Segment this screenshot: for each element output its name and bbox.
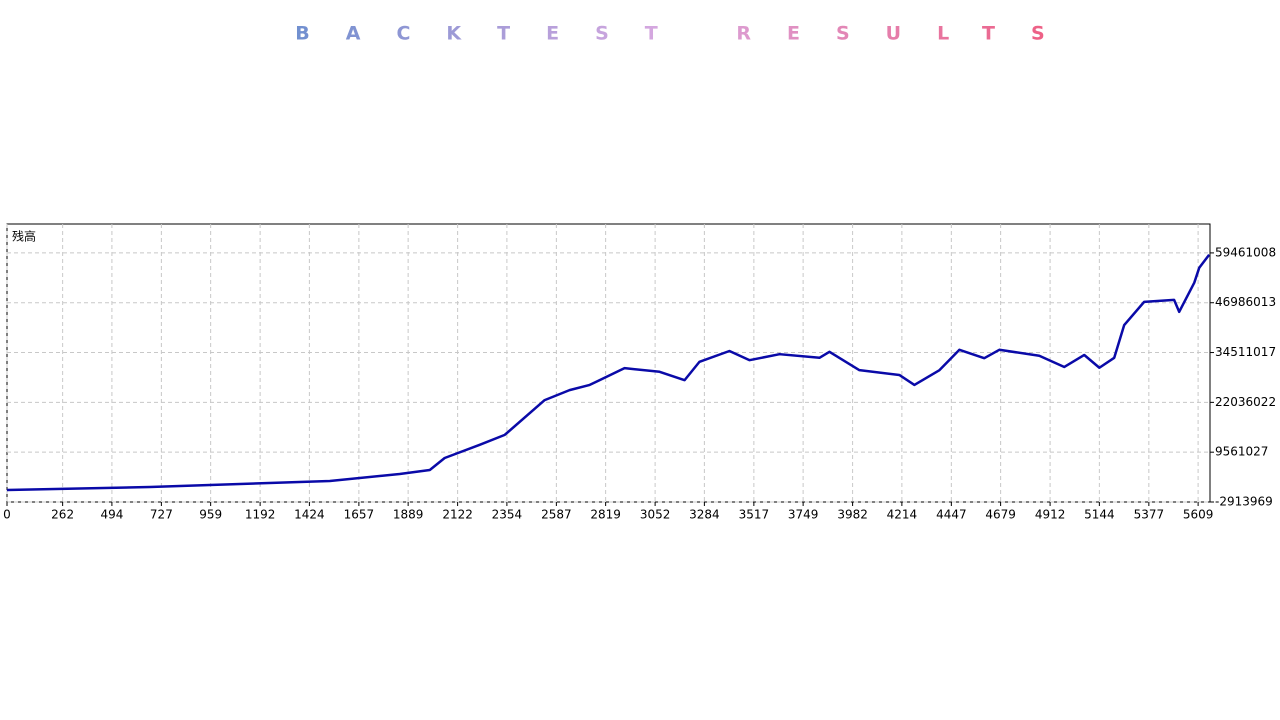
y-tick-label: 9561027 <box>1215 445 1268 459</box>
x-tick-label: 4679 <box>985 508 1016 522</box>
x-tick-label: 1192 <box>245 508 276 522</box>
y-tick-label: 22036022 <box>1215 395 1276 409</box>
x-tick-label: 2587 <box>541 508 572 522</box>
x-tick-label: 0 <box>3 508 11 522</box>
y-tick-label: 59461008 <box>1215 245 1276 259</box>
x-tick-label: 4447 <box>936 508 967 522</box>
x-tick-label: 5609 <box>1183 508 1214 522</box>
y-tick-label: 34511017 <box>1215 345 1276 359</box>
x-tick-label: 1657 <box>344 508 375 522</box>
x-tick-label: 959 <box>199 508 222 522</box>
x-tick-label: 5144 <box>1084 508 1115 522</box>
x-tick-label: 1424 <box>294 508 325 522</box>
x-tick-label: 727 <box>150 508 173 522</box>
x-tick-label: 2819 <box>590 508 621 522</box>
series-label: 残高 <box>12 229 36 244</box>
x-tick-label: 4912 <box>1035 508 1066 522</box>
chart-title: BACKTEST RESULTS <box>295 23 1080 45</box>
x-tick-label: 3982 <box>837 508 868 522</box>
x-tick-label: 2354 <box>492 508 523 522</box>
y-tick-label: 46986013 <box>1215 295 1276 309</box>
x-tick-label: 3052 <box>640 508 671 522</box>
x-tick-label: 3749 <box>788 508 819 522</box>
balance-line <box>6 253 1211 492</box>
x-tick-label: 494 <box>100 508 123 522</box>
x-tick-label: 1889 <box>393 508 424 522</box>
x-tick-label: 2122 <box>442 508 473 522</box>
x-tick-label: 3517 <box>739 508 770 522</box>
x-tick-label: 3284 <box>689 508 720 522</box>
plot-area <box>6 223 1211 503</box>
x-tick-label: 262 <box>51 508 74 522</box>
y-tick-label: -2913969 <box>1215 495 1273 509</box>
x-tick-label: 5377 <box>1134 508 1165 522</box>
x-tick-label: 4214 <box>887 508 918 522</box>
